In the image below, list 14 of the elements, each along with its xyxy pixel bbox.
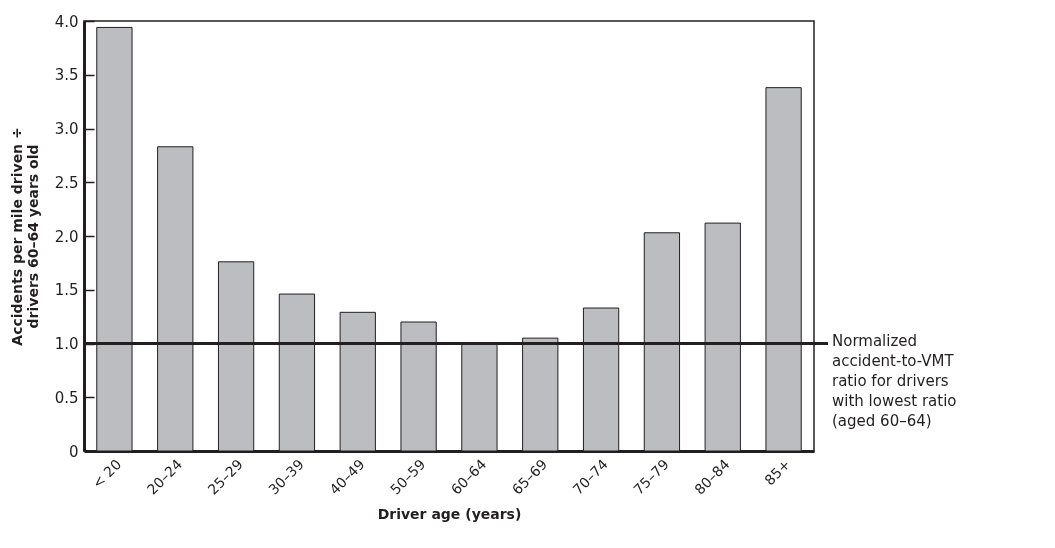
y-tick-label: 2.5 — [54, 173, 79, 192]
y-tick-label: 0.5 — [54, 388, 79, 407]
ref-line-label: Normalized accident-to-VMT ratio for drivers with lowest ratio (aged 60–64) — [832, 331, 957, 430]
x-tick-label: 85+ — [761, 456, 794, 489]
y-tick-label: 3.0 — [54, 120, 79, 138]
y-tick-label: 1.5 — [54, 281, 79, 300]
y-tick-label: 4.0 — [54, 12, 79, 31]
y-tick-label: 0 — [68, 442, 79, 461]
y-tick-label: 3.5 — [54, 66, 79, 85]
x-tick-label: < 20 — [88, 456, 125, 492]
y-tick-label: 1.0 — [54, 335, 79, 353]
y-axis-title: Accidents per mile driven ÷ drivers 60–64 years old — [8, 127, 41, 346]
x-axis-title: Driver age (years) — [377, 505, 522, 522]
y-tick-label: 2.0 — [54, 227, 79, 246]
